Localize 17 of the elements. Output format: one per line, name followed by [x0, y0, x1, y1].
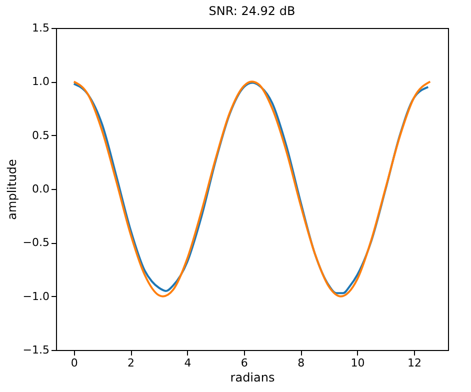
y-tick-label: 0.5	[32, 128, 50, 142]
y-tick-label: −0.5	[22, 236, 50, 250]
x-tick-label: 6	[240, 356, 248, 370]
x-tick-label: 12	[407, 356, 422, 370]
x-tick-label: 2	[128, 356, 135, 370]
y-tick-label: 1.0	[32, 75, 50, 88]
x-tick-label: 4	[184, 356, 192, 370]
x-tick-label: 0	[70, 356, 78, 370]
x-tick-label: 10	[350, 356, 365, 370]
y-tick-label: −1.5	[22, 344, 50, 356]
y-axis-title: amplitude	[4, 159, 19, 220]
chart-title: SNR: 24.92 dB	[208, 4, 296, 18]
x-tick-label: 8	[298, 356, 305, 370]
y-tick-label: 0.0	[32, 182, 50, 196]
y-tick-label: −1.0	[22, 290, 50, 303]
x-axis-title: radians	[230, 370, 275, 384]
y-tick-label: 1.5	[32, 22, 50, 34]
